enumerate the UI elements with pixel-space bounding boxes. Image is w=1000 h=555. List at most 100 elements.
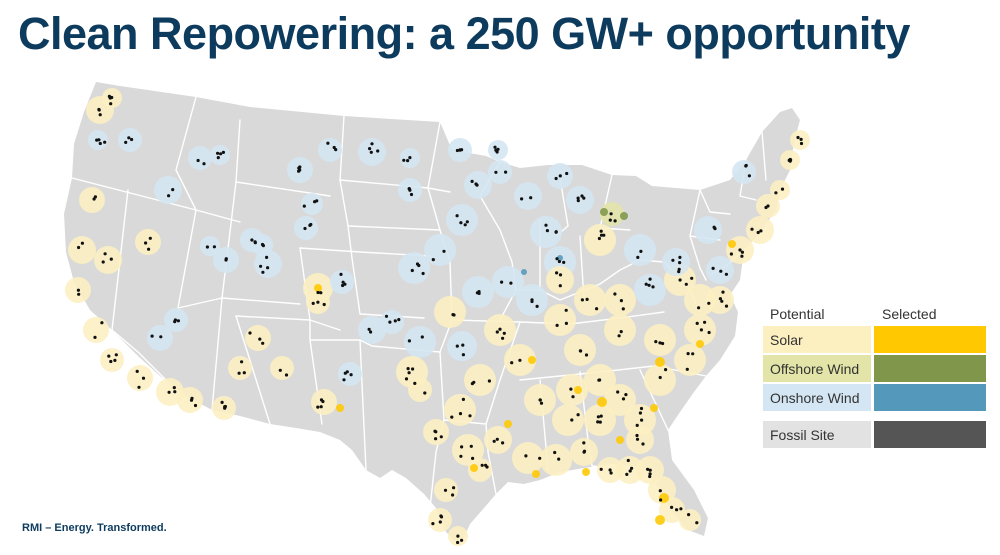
fossil-site-dot <box>747 174 752 178</box>
selected-site-marker <box>528 356 536 364</box>
fossil-site-dot <box>368 147 372 151</box>
fossil-site-dot <box>224 258 228 262</box>
fossil-site-dot <box>326 141 330 145</box>
fossil-site-dot <box>638 411 643 415</box>
fossil-site-dot <box>504 170 508 174</box>
solar-potential-region <box>684 284 716 316</box>
legend-potential-fossil-site: Fossil Site <box>763 421 871 448</box>
fossil-site-dot <box>780 187 785 191</box>
fossil-site-dot <box>799 141 804 146</box>
fossil-site-dot <box>695 321 699 325</box>
selected-site-marker <box>521 269 527 275</box>
fossil-site-dot <box>711 266 715 270</box>
fossil-site-dot <box>313 200 317 204</box>
fossil-site-dot <box>599 229 603 233</box>
solar-potential-region <box>659 497 685 523</box>
fossil-site-dot <box>341 280 345 284</box>
selected-site-marker <box>620 212 628 220</box>
fossil-site-dot <box>579 349 583 353</box>
fossil-site-dot <box>423 391 427 395</box>
fossil-site-dot <box>658 489 662 493</box>
fossil-site-dot <box>799 137 803 141</box>
fossil-site-dot <box>564 321 569 325</box>
solar-potential-region <box>228 356 252 380</box>
fossil-site-dot <box>582 196 586 200</box>
fossil-site-dot <box>240 360 244 364</box>
fossil-site-dot <box>108 96 112 100</box>
fossil-site-dot <box>80 241 84 245</box>
legend-potential-solar: Solar <box>763 326 871 353</box>
fossil-site-dot <box>109 257 113 261</box>
fossil-site-dot <box>167 194 171 198</box>
fossil-site-dot <box>596 415 601 419</box>
onshore-wind-potential-region <box>694 216 722 244</box>
fossil-site-dot <box>459 454 463 458</box>
fossil-site-dot <box>599 467 603 471</box>
fossil-site-dot <box>477 291 481 295</box>
fossil-site-dot <box>316 405 320 409</box>
fossil-site-dot <box>388 320 392 324</box>
fossil-site-dot <box>630 466 634 470</box>
fossil-site-dot <box>452 486 456 490</box>
fossil-site-dot <box>564 308 568 312</box>
fossil-site-dot <box>613 292 617 296</box>
fossil-site-dot <box>196 158 200 163</box>
fossil-site-dot <box>580 298 585 302</box>
selected-site-marker <box>655 357 665 367</box>
fossil-site-dot <box>582 450 586 454</box>
fossil-site-dot <box>376 149 380 153</box>
fossil-site-dot <box>671 258 675 262</box>
fossil-site-dot <box>648 474 652 479</box>
fossil-site-dot <box>458 412 463 416</box>
fossil-site-dot <box>756 230 760 235</box>
fossil-site-dot <box>664 368 668 372</box>
fossil-site-dot <box>554 230 558 234</box>
fossil-site-dot <box>370 142 374 146</box>
fossil-site-dot <box>242 371 246 375</box>
solar-potential-region <box>127 365 153 391</box>
onshore-wind-potential-region <box>358 316 386 344</box>
fossil-site-dot <box>407 371 411 375</box>
fossil-site-dot <box>628 469 632 473</box>
fossil-site-dot <box>569 387 573 391</box>
fossil-site-dot <box>216 156 220 160</box>
onshore-wind-potential-region <box>446 204 478 236</box>
fossil-site-dot <box>248 331 252 335</box>
fossil-site-dot <box>341 283 345 288</box>
fossil-site-dot <box>492 439 496 443</box>
selected-site-marker <box>582 468 590 476</box>
fossil-site-dot <box>451 493 455 497</box>
fossil-site-dot <box>558 174 562 178</box>
fossil-site-dot <box>103 252 107 256</box>
selected-site-marker <box>470 464 478 472</box>
fossil-site-dot <box>576 199 580 203</box>
fossil-site-dot <box>469 444 473 448</box>
fossil-site-dot <box>468 414 472 418</box>
fossil-site-dot <box>787 158 791 162</box>
solar-potential-region <box>408 378 432 402</box>
fossil-site-dot <box>319 291 323 295</box>
fossil-site-dot <box>342 378 346 382</box>
fossil-site-dot <box>404 377 409 381</box>
fossil-site-dot <box>616 390 620 394</box>
solar-potential-region <box>135 229 161 255</box>
fossil-site-dot <box>703 320 707 324</box>
fossil-site-dot <box>635 433 639 438</box>
fossil-site-dot <box>220 400 224 404</box>
fossil-site-dot <box>582 441 586 445</box>
fossil-site-dot <box>529 196 533 200</box>
fossil-site-dot <box>322 302 326 307</box>
fossil-site-dot <box>221 150 225 154</box>
solar-potential-region <box>540 444 572 476</box>
map-canvas <box>64 82 810 546</box>
fossil-site-dot <box>345 370 349 374</box>
fossil-site-dot <box>76 288 80 292</box>
legend-selected-solar <box>874 326 986 353</box>
fossil-site-dot <box>510 361 514 365</box>
fossil-site-dot <box>598 420 602 424</box>
fossil-site-dot <box>471 456 475 460</box>
solar-potential-region <box>452 434 484 466</box>
fossil-site-dot <box>456 534 460 538</box>
onshore-wind-potential-region <box>624 234 656 266</box>
fossil-site-dot <box>250 238 254 242</box>
